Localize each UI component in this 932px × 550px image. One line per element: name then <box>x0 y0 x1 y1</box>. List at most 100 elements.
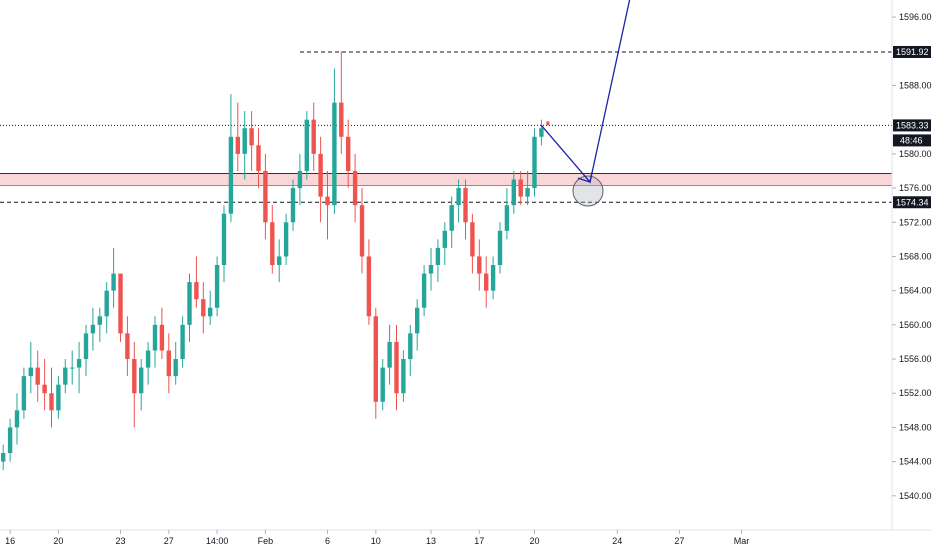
candle-body <box>366 256 372 317</box>
price-tick-label: 1568.00 <box>899 251 932 261</box>
candle-body <box>270 222 275 265</box>
candle-body <box>14 410 20 428</box>
candle-body <box>228 136 234 214</box>
price-tags: 1591.92 1583.33 1574.34 48:46 <box>893 45 931 209</box>
time-axis[interactable]: 16 20 23 27 14:00 Feb 6 10 13 17 20 24 27 Mar <box>0 529 932 546</box>
candle-body <box>394 341 399 394</box>
candle-body <box>484 273 489 291</box>
candle-body <box>173 359 178 377</box>
price-tag-label: 1574.34 <box>896 197 929 207</box>
price-tick-label: 1576.00 <box>899 183 932 193</box>
candle-body <box>194 282 199 300</box>
candle-body <box>318 153 323 197</box>
candle-body <box>125 333 130 360</box>
price-tick-label: 1588.00 <box>899 80 932 90</box>
candle-body <box>387 341 392 368</box>
candle-body <box>277 256 282 265</box>
candle-body <box>201 299 206 317</box>
candle-body <box>352 170 358 206</box>
candle-body <box>21 376 27 411</box>
candle-body <box>373 316 378 402</box>
time-tick-label: 27 <box>164 536 174 546</box>
time-tick-label: 14:00 <box>206 536 229 546</box>
candle-body <box>256 145 261 171</box>
candle-body <box>283 222 289 257</box>
candles[interactable] <box>1 51 544 471</box>
price-tag-bg <box>893 119 931 132</box>
candle-body <box>290 188 296 223</box>
candle-body <box>118 273 123 334</box>
candle-body <box>70 367 75 369</box>
price-tick-label: 1548.00 <box>899 422 932 432</box>
candle-body <box>76 359 82 368</box>
candle-body <box>525 188 530 197</box>
candle-body <box>28 367 33 377</box>
candle-body <box>518 179 523 197</box>
projection-drawing[interactable] <box>540 0 631 207</box>
candle-body <box>359 205 365 257</box>
candle-body <box>152 324 158 351</box>
candle-body <box>311 119 316 154</box>
candle-body <box>463 188 468 223</box>
candle-body <box>97 316 102 325</box>
candle-body <box>401 359 406 394</box>
time-tick-label: 20 <box>53 536 63 546</box>
candle-body <box>235 136 240 154</box>
candle-body <box>187 282 192 325</box>
candle-body <box>539 128 544 137</box>
horizontal-lines[interactable] <box>0 51 892 203</box>
candle-body <box>408 333 413 360</box>
price-tick-label: 1580.00 <box>899 149 932 159</box>
candle-body <box>297 170 303 189</box>
candle-body <box>104 290 109 317</box>
price-tick-label: 1540.00 <box>899 491 932 501</box>
resistance-zone[interactable] <box>0 173 892 186</box>
time-tick-label: 20 <box>529 536 539 546</box>
candle-body <box>83 333 89 360</box>
candle-body <box>242 128 247 154</box>
candle-body <box>428 265 434 274</box>
countdown-tag-bg <box>893 134 931 147</box>
candle-body <box>56 384 61 411</box>
candle-body <box>145 350 151 368</box>
candle-body <box>339 102 344 137</box>
candle-body <box>332 102 337 206</box>
candle-body <box>63 367 68 385</box>
candle-body <box>435 247 441 265</box>
candle-body <box>442 230 447 248</box>
candle-body <box>180 324 185 360</box>
candle-body <box>49 393 54 411</box>
candle-body <box>35 367 40 385</box>
time-tick-label: 13 <box>426 536 436 546</box>
price-tick-label: 1552.00 <box>899 388 932 398</box>
zone-fill <box>0 173 892 186</box>
candle-body <box>7 427 13 454</box>
candle-body <box>263 170 268 223</box>
candle-body <box>111 273 116 291</box>
candle-body <box>132 359 137 394</box>
candle-body <box>511 179 516 206</box>
candle-body <box>1 453 6 462</box>
projection-path <box>540 0 631 184</box>
price-tick-label: 1544.00 <box>899 457 932 467</box>
candle-body <box>470 222 475 257</box>
time-tick-label: 10 <box>371 536 381 546</box>
candle-body <box>159 324 165 351</box>
price-tag-label: 1583.33 <box>896 120 929 130</box>
candle-body <box>421 273 427 308</box>
candle-body <box>449 205 454 231</box>
time-tick-label: 27 <box>674 536 684 546</box>
candle-body <box>42 384 47 394</box>
live-candle-marker <box>546 121 550 126</box>
candle-body <box>456 188 461 206</box>
price-axis[interactable]: 1540.00 1544.00 1548.00 1552.00 1556.00 1560.… <box>891 0 932 530</box>
candle-body <box>249 128 254 146</box>
price-tick-label: 1564.00 <box>899 286 932 296</box>
candle-body <box>304 119 309 171</box>
candle-body <box>497 230 503 265</box>
price-tick-label: 1556.00 <box>899 354 932 364</box>
time-tick-label: 24 <box>612 536 622 546</box>
candle-body <box>166 350 171 377</box>
candle-body <box>477 256 482 274</box>
